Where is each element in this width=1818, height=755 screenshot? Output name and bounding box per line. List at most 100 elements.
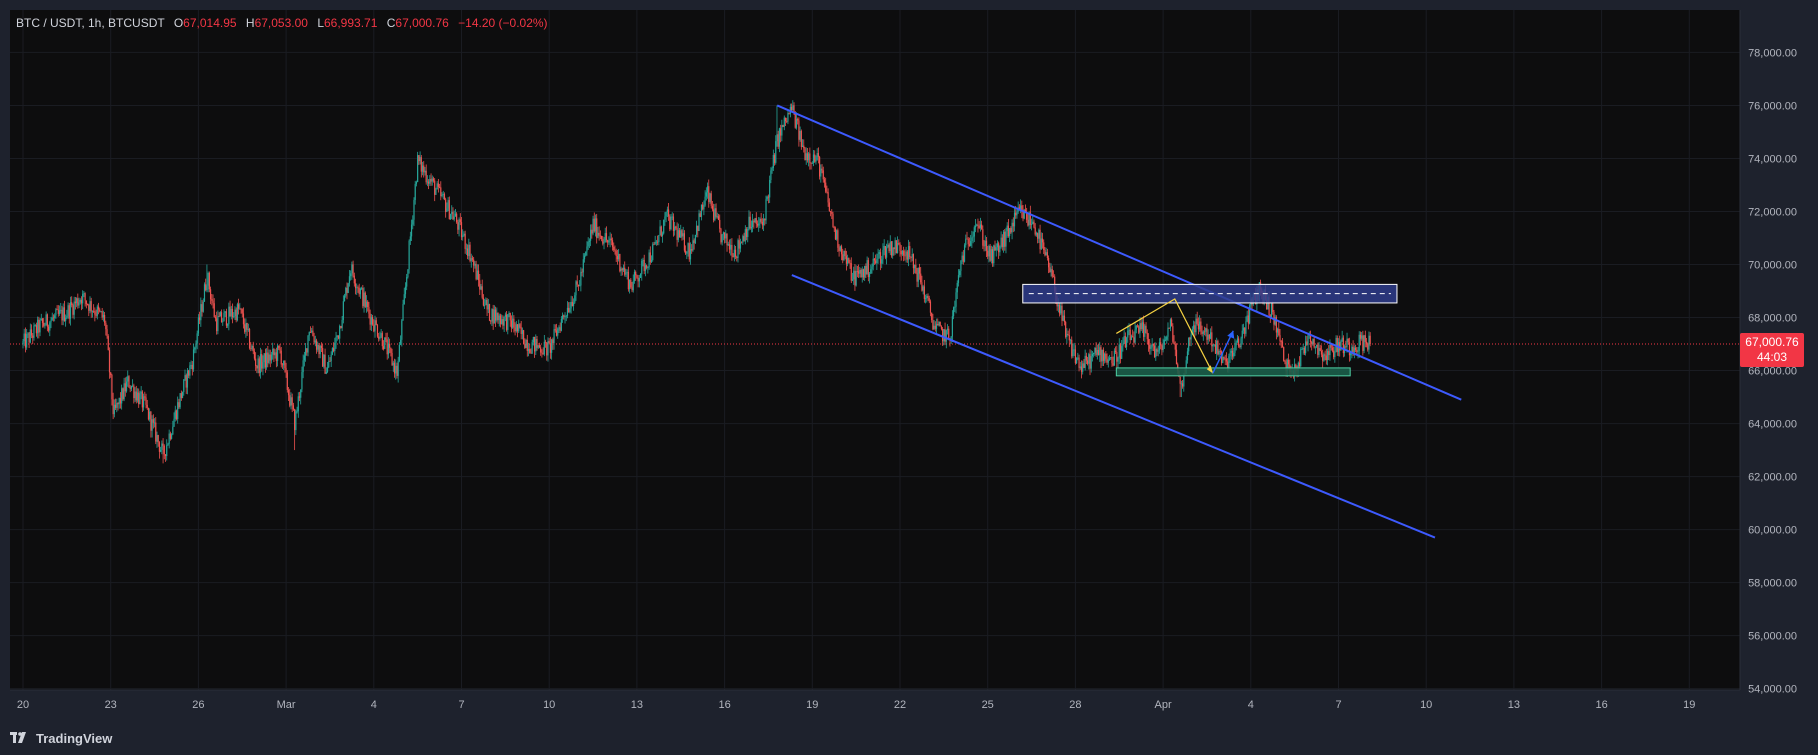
candle-body (871, 266, 873, 270)
high-value: 67,053.00 (254, 16, 308, 30)
candle-body (597, 232, 599, 238)
candle-body (961, 255, 963, 261)
channel-lower-line (791, 274, 1436, 539)
candle-body (336, 335, 338, 338)
candle-body (425, 170, 427, 183)
tradingview-brand[interactable]: TradingView (10, 728, 112, 748)
candle-body (1129, 329, 1131, 341)
candle-body (1050, 269, 1052, 273)
candle-body (1180, 383, 1182, 385)
candle-body (1350, 352, 1352, 356)
candle-body (933, 325, 935, 330)
candle-body (602, 239, 604, 244)
candle-body (1324, 354, 1326, 356)
channel-upper-line (776, 104, 1462, 401)
candle-body (650, 259, 653, 263)
candle-body (161, 443, 163, 450)
candle-body (1160, 342, 1162, 346)
candle-body (153, 422, 156, 424)
candle-body (184, 375, 186, 380)
candle-body (726, 233, 728, 246)
candle-body (1056, 301, 1058, 307)
candle-body (231, 308, 234, 318)
candle-body (417, 155, 419, 183)
candle-body (1001, 237, 1003, 248)
x-tick-label: 25 (982, 699, 994, 711)
candle-body (340, 325, 342, 329)
candle-body (873, 258, 876, 261)
candle-body (136, 392, 139, 401)
candle-body (1150, 347, 1152, 349)
candle-body (775, 141, 777, 163)
x-tick-label: 16 (718, 699, 730, 711)
candle-body (675, 226, 677, 229)
candle-body (104, 315, 106, 323)
candle-body (202, 301, 204, 312)
candle-body (95, 314, 97, 316)
candle-body (899, 243, 901, 251)
candle-body (514, 327, 516, 332)
candle-body (133, 385, 135, 399)
candle-body (61, 309, 63, 321)
candle-body (426, 181, 428, 183)
candle-body (151, 419, 153, 431)
candle-body (906, 251, 908, 260)
candle-body (509, 313, 511, 321)
candle-body (917, 267, 919, 282)
candle-body (99, 309, 101, 312)
grid-lines (10, 10, 1740, 690)
candle-body (142, 396, 145, 408)
candle-body (599, 235, 601, 237)
candle-body (647, 267, 649, 269)
candle-body (922, 286, 924, 291)
candle-body (96, 306, 98, 316)
candle-body (1279, 335, 1281, 342)
candle-body (682, 233, 684, 237)
candle-body (1285, 362, 1287, 372)
projection-path-yellow (1116, 298, 1214, 374)
candle-body (524, 343, 526, 348)
candle-body (490, 320, 492, 322)
candle-body (1163, 339, 1165, 345)
candle-body (837, 230, 839, 248)
candle-body (1049, 267, 1051, 273)
candle-body (999, 246, 1001, 253)
candle-body (1104, 353, 1106, 361)
candle-body (158, 442, 161, 452)
candle-body (1208, 334, 1210, 339)
candle-body (1202, 331, 1204, 334)
candle-body (1331, 347, 1334, 351)
candle-body (831, 211, 833, 214)
candle-body (1090, 356, 1092, 369)
candle-body (879, 252, 882, 264)
candle-body (968, 244, 971, 246)
candle-body (787, 113, 789, 122)
x-tick-label: 28 (1069, 699, 1081, 711)
candle-body (292, 405, 295, 410)
candle-body (892, 247, 894, 256)
candle-body (480, 286, 482, 290)
candle-body (840, 246, 843, 255)
candle-body (661, 233, 664, 237)
candle-body (1357, 351, 1359, 353)
candle-body (298, 396, 301, 398)
candle-body (266, 352, 268, 368)
candle-body (317, 344, 319, 350)
candle-body (804, 148, 806, 161)
candle-body (350, 273, 352, 277)
candle-body (396, 365, 398, 376)
candle-body (1334, 351, 1336, 358)
candle-body (574, 295, 576, 303)
candle-body (1238, 338, 1240, 346)
candle-body (741, 242, 743, 244)
candle-body (50, 320, 52, 323)
candle-body (398, 344, 400, 361)
candle-body (711, 205, 714, 210)
candle-body (1132, 336, 1134, 338)
candle-body (111, 374, 113, 400)
candle-body (1007, 225, 1010, 237)
candle-body (845, 256, 848, 264)
candle-body (854, 270, 856, 286)
candle-body (318, 344, 320, 355)
